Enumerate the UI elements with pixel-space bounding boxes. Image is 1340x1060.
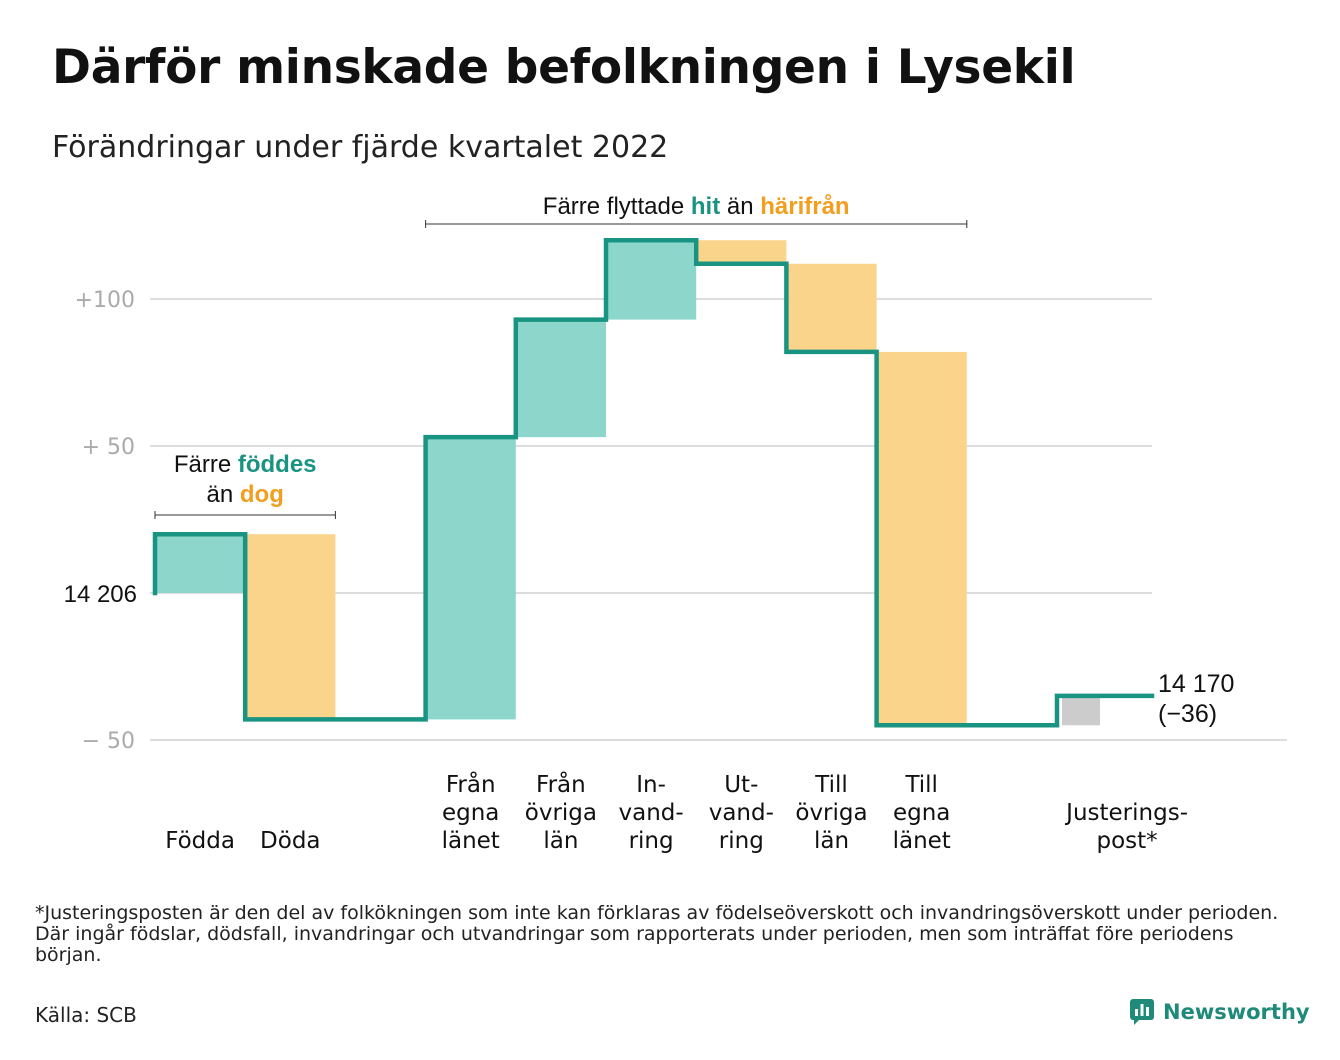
bar-från-egna-länet xyxy=(425,437,516,720)
category-label: In-vand-ring xyxy=(619,772,684,854)
y-tick-label: + 50 xyxy=(82,435,135,460)
bar-till-övriga-län xyxy=(786,263,877,352)
brand-name: Newsworthy xyxy=(1163,1000,1310,1024)
annotation-text: Färre flyttade hit än härifrån xyxy=(543,193,850,220)
start-value-label: 14 206 xyxy=(64,581,137,608)
bar-in--vand--ring xyxy=(606,240,697,320)
cumulative-step-line xyxy=(152,237,1155,728)
source-note: Källa: SCB xyxy=(35,1003,137,1027)
bar-döda xyxy=(245,534,336,720)
y-tick-label: +100 xyxy=(75,288,135,313)
bar-från-övriga-län xyxy=(515,319,606,438)
footnote: *Justeringsposten är den del av folkökni… xyxy=(35,902,1279,966)
bar-födda xyxy=(155,534,246,593)
category-label: Från egna länet xyxy=(442,770,500,854)
bar-till-egna-länet xyxy=(876,351,967,726)
chart-subtitle: Förändringar under fjärde kvartalet 2022 xyxy=(52,130,669,165)
category-label: Från övriga län xyxy=(525,770,597,854)
category-label: Justerings-post* xyxy=(1064,800,1188,854)
category-label: Födda xyxy=(165,828,235,854)
chart-title: Därför minskade befolkningen i Lysekil xyxy=(52,40,1076,95)
annotation-text: Färre föddes xyxy=(174,451,317,478)
newsworthy-logo: Newsworthy xyxy=(1129,998,1310,1026)
end-value-label: 14 170 xyxy=(1158,670,1234,698)
bar-justerings--post* xyxy=(1062,695,1100,726)
annotation-text: än dog xyxy=(207,481,284,508)
category-label: Till egna länet xyxy=(893,772,951,854)
category-label: Till övriga län xyxy=(795,772,867,854)
category-label: Döda xyxy=(260,828,320,854)
chart-bubble-icon xyxy=(1130,999,1154,1025)
waterfall-chart: +100 + 50 − 50 14 206 14 170(−36) Födda Döda Fr… xyxy=(64,193,1287,854)
bar-ut--vand--ring xyxy=(696,240,787,264)
category-label: Ut-vand-ring xyxy=(709,772,774,854)
end-change-label: (−36) xyxy=(1158,700,1217,728)
y-tick-label: − 50 xyxy=(82,729,135,754)
